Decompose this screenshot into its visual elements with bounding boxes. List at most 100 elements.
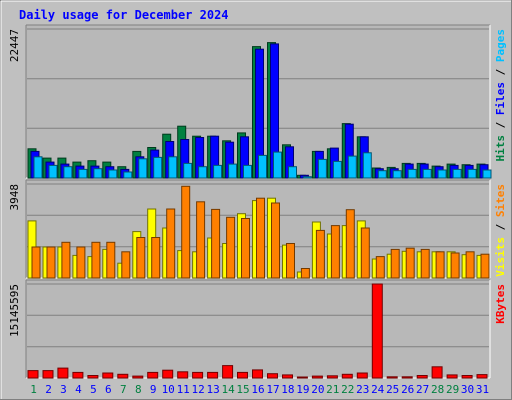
day-label-26: 26 [401, 383, 414, 396]
legend-label-part: / [494, 217, 507, 237]
bar-sites-day-19 [300, 268, 310, 279]
bar-pages-day-22 [347, 155, 357, 179]
bar-pages-day-10 [168, 156, 178, 179]
day-label-5: 5 [90, 383, 97, 396]
panel-visits-sites: 3948 Visits / Sites [8, 179, 507, 279]
bar-pages-day-19 [302, 176, 312, 179]
bar-sites-day-11 [181, 185, 191, 279]
bar-kbytes-day-1 [27, 370, 39, 379]
bar-pages-day-12 [198, 166, 208, 179]
bar-pages-day-23 [362, 152, 372, 179]
bar-pages-day-25 [392, 170, 402, 179]
legend-label-part: Sites [494, 184, 507, 217]
bar-kbytes-day-31 [476, 374, 488, 379]
bar-pages-day-26 [407, 168, 417, 179]
bar-pages-day-18 [288, 166, 297, 179]
x-axis-day-labels: 1 2 3 4 5 6 7 8 9 10 11 12 13 14 15 16 17 18 19 20 21 22 23 24 2… [30, 383, 489, 396]
bar-pages-day-6 [108, 169, 118, 179]
y-max-label: 15145595 [8, 284, 21, 337]
day-label-4: 4 [75, 383, 82, 396]
bar-pages-day-29 [452, 168, 462, 179]
bar-sites-day-31 [480, 253, 490, 279]
bar-pages-day-11 [183, 162, 193, 179]
plot-background [26, 280, 490, 378]
bar-pages-day-1 [33, 156, 43, 179]
bar-kbytes-day-5 [87, 375, 99, 379]
chart-panels: 22447 Hits / Files / Pages 3948 Visits / Si… [8, 24, 507, 379]
bar-pages-day-3 [63, 166, 73, 179]
legend-label-part: Pages [494, 29, 507, 62]
day-label-3: 3 [60, 383, 67, 396]
bar-kbytes-day-27 [416, 375, 428, 379]
day-label-13: 13 [206, 383, 219, 396]
day-label-27: 27 [416, 383, 429, 396]
legend-label-part: Hits [494, 135, 507, 162]
day-label-28: 28 [431, 383, 444, 396]
legend-label-part: / [494, 62, 507, 82]
bar-kbytes-day-12 [192, 371, 204, 379]
legend-label: Hits / Files / Pages [494, 29, 507, 162]
bar-kbytes-day-23 [356, 372, 368, 379]
bar-pages-day-20 [317, 158, 327, 179]
bar-pages-day-7 [123, 171, 133, 179]
bar-sites-day-20 [315, 229, 325, 279]
bar-pages-day-30 [467, 168, 477, 179]
bar-sites-day-2 [46, 246, 56, 279]
day-label-18: 18 [281, 383, 294, 396]
bar-sites-day-14 [226, 216, 236, 279]
day-label-7: 7 [120, 383, 127, 396]
bar-kbytes-day-15 [237, 371, 248, 379]
bar-sites-day-29 [450, 252, 460, 279]
bar-pages-day-5 [93, 168, 103, 179]
bar-kbytes-day-8 [132, 375, 144, 379]
day-label-31: 31 [476, 383, 489, 396]
bar-sites-day-1 [31, 246, 41, 279]
bar-sites-day-28 [435, 251, 445, 279]
day-label-30: 30 [461, 383, 474, 396]
bar-pages-day-27 [422, 168, 432, 179]
bar-pages-day-9 [153, 156, 163, 179]
day-label-1: 1 [30, 383, 37, 396]
day-label-23: 23 [356, 383, 369, 396]
bar-kbytes-day-2 [42, 370, 54, 379]
bar-sites-day-17 [271, 202, 280, 279]
bar-sites-day-26 [405, 247, 415, 279]
day-label-10: 10 [162, 383, 175, 396]
bar-kbytes-day-17 [267, 373, 278, 379]
bar-kbytes-day-6 [102, 372, 114, 379]
bar-sites-day-24 [375, 256, 385, 279]
bar-kbytes-day-7 [117, 373, 129, 379]
bar-sites-day-12 [196, 201, 206, 279]
bar-kbytes-day-10 [162, 369, 174, 379]
bar-sites-day-25 [390, 248, 400, 279]
bar-pages-day-17 [273, 151, 282, 179]
day-label-14: 14 [221, 383, 235, 396]
bar-sites-day-7 [121, 251, 131, 279]
legend-label-part: / [494, 115, 507, 135]
bar-kbytes-day-11 [177, 371, 189, 379]
day-label-21: 21 [326, 383, 339, 396]
y-max-label: 22447 [8, 29, 21, 62]
bar-kbytes-day-30 [461, 375, 473, 379]
bar-pages-day-15 [243, 164, 252, 179]
bar-kbytes-day-24 [371, 283, 383, 379]
bar-sites-day-10 [166, 208, 176, 279]
bar-sites-day-27 [420, 248, 430, 279]
bar-kbytes-day-9 [147, 371, 159, 379]
bar-pages-day-4 [78, 168, 88, 179]
legend-label-part: Visits [494, 237, 507, 277]
day-label-19: 19 [296, 383, 309, 396]
bar-kbytes-day-19 [296, 376, 308, 379]
day-label-12: 12 [191, 383, 204, 396]
day-label-15: 15 [236, 383, 249, 396]
bar-sites-day-6 [106, 241, 116, 279]
y-max-label: 3948 [8, 184, 21, 211]
bar-pages-day-24 [377, 170, 387, 179]
bar-kbytes-day-22 [341, 373, 353, 379]
bar-kbytes-day-21 [326, 375, 338, 379]
bar-kbytes-day-14 [222, 365, 234, 379]
day-label-2: 2 [45, 383, 52, 396]
bar-pages-day-16 [258, 154, 267, 179]
bar-sites-day-4 [76, 246, 86, 279]
